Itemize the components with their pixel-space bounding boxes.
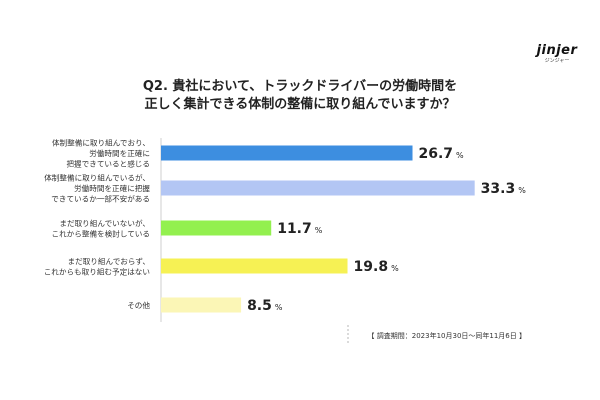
category-label-3-line-1: まだ取り組んでいないが、 bbox=[59, 218, 150, 228]
category-label-2-line-2: 労働時間を正確に把握 bbox=[74, 183, 150, 193]
logo-subtext: ジンジャー bbox=[544, 58, 570, 64]
brand-logo: jinjer ジンジャー bbox=[533, 43, 581, 65]
value-label-2: 33.3 bbox=[481, 181, 516, 197]
logo-word: jinjer bbox=[536, 43, 578, 58]
category-label-2-line-1: 体制整備に取り組んでいるが、 bbox=[44, 173, 150, 183]
value-label-1: 26.7 bbox=[419, 146, 454, 162]
category-label-1-line-3: 把握できていると感じる bbox=[66, 159, 150, 169]
value-unit-5: % bbox=[275, 303, 283, 312]
bar-5 bbox=[161, 297, 242, 313]
chart-title-line-1: Q2. 貴社において、トラックドライバーの労働時間を bbox=[142, 79, 458, 94]
value-label-5: 8.5 bbox=[247, 298, 272, 314]
value-unit-1: % bbox=[456, 151, 464, 160]
value-unit-4: % bbox=[391, 264, 399, 273]
bar-2 bbox=[161, 180, 475, 196]
bar-3 bbox=[161, 220, 272, 236]
value-unit-2: % bbox=[518, 186, 526, 195]
category-label-2-line-3: できているか一部不安がある bbox=[51, 194, 150, 204]
category-label-1-line-2: 労働時間を正確に bbox=[89, 148, 150, 158]
category-label-4-line-2: これからも取り組む予定はない bbox=[44, 266, 150, 276]
chart-title-line-2: 正しく集計できる体制の整備に取り組んでいますか？ bbox=[144, 97, 456, 112]
value-label-4: 19.8 bbox=[354, 259, 389, 275]
value-label-3: 11.7 bbox=[277, 221, 312, 237]
bar-1 bbox=[161, 145, 413, 161]
bar-4 bbox=[161, 258, 348, 274]
category-label-5-line-1: その他 bbox=[127, 300, 150, 310]
category-label-3-line-2: これから整備を検討している bbox=[52, 228, 151, 238]
value-unit-3: % bbox=[315, 226, 323, 235]
category-label-1-line-1: 体制整備に取り組んでおり、 bbox=[52, 138, 150, 148]
category-label-4-line-1: まだ取り組んでおらず、 bbox=[68, 256, 150, 266]
survey-period-note: 【 調査期間：2023年10月30日～同年11月6日 】 bbox=[367, 332, 526, 340]
